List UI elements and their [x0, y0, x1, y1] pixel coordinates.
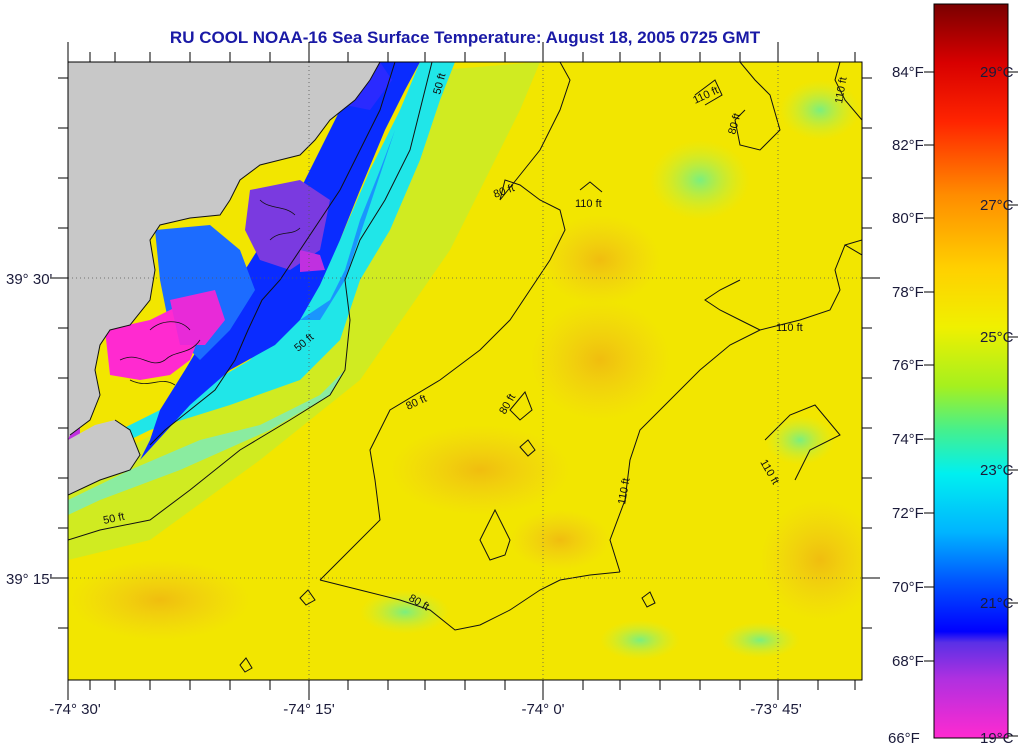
colorbar-f-label: 72°F [892, 505, 924, 522]
colorbar-f-label: 82°F [892, 137, 924, 154]
latitude-label: 39° 30' [6, 271, 53, 288]
contour-label: 50 ft [431, 72, 448, 96]
contour-label: 110 ft [616, 477, 632, 505]
sst-field [68, 62, 862, 680]
map-title: RU COOL NOAA-16 Sea Surface Temperature:… [169, 28, 761, 47]
colorbar-c-label: 21°C [980, 595, 1014, 612]
colorbar-f-label: 74°F [892, 431, 924, 448]
longitude-label: -74° 15' [283, 701, 335, 718]
colorbar-f-label: 66°F [888, 730, 920, 747]
latitude-label: 39° 15' [6, 571, 53, 588]
longitude-label: -73° 45' [750, 701, 802, 718]
map-ticks [50, 42, 880, 700]
longitude-label: -74° 30' [49, 701, 101, 718]
colorbar-f-label: 70°F [892, 579, 924, 596]
colorbar-f-label: 76°F [892, 357, 924, 374]
colorbar-ticks [924, 71, 1018, 737]
colorbar-fahrenheit-labels: 84°F 82°F 80°F 78°F 76°F 74°F 72°F 70°F … [888, 64, 924, 747]
longitude-label: -74° 0' [521, 701, 564, 718]
contour-label: 110 ft [776, 322, 803, 334]
colorbar-c-label: 29°C [980, 64, 1014, 81]
colorbar-celsius-labels: 29°C 27°C 25°C 23°C 21°C 19°C [980, 64, 1014, 747]
contour-label: 110 ft [575, 198, 602, 210]
contour-label: 110 ft [833, 76, 849, 104]
colorbar-c-label: 23°C [980, 462, 1014, 479]
colorbar-c-label: 27°C [980, 197, 1014, 214]
colorbar-f-label: 84°F [892, 64, 924, 81]
colorbar-c-label: 25°C [980, 329, 1014, 346]
colorbar-f-label: 80°F [892, 210, 924, 227]
contour-label: 80 ft [726, 112, 743, 136]
colorbar [933, 3, 1009, 739]
contour-label: 50 ft [102, 511, 125, 527]
colorbar-f-label: 68°F [892, 653, 924, 670]
colorbar-f-label: 78°F [892, 284, 924, 301]
colorbar-c-label: 19°C [980, 730, 1014, 747]
